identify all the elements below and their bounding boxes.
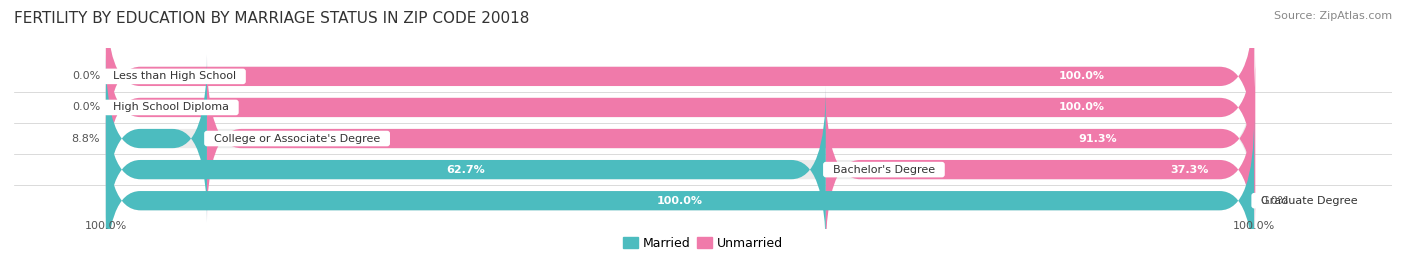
Text: 0.0%: 0.0% (72, 102, 100, 112)
Text: 100.0%: 100.0% (1059, 102, 1105, 112)
FancyBboxPatch shape (825, 86, 1254, 253)
FancyBboxPatch shape (105, 55, 1254, 222)
Text: Less than High School: Less than High School (105, 71, 243, 82)
FancyBboxPatch shape (105, 86, 825, 253)
Text: 100.0%: 100.0% (84, 221, 127, 231)
Text: FERTILITY BY EDUCATION BY MARRIAGE STATUS IN ZIP CODE 20018: FERTILITY BY EDUCATION BY MARRIAGE STATU… (14, 11, 530, 26)
Text: 8.8%: 8.8% (72, 133, 100, 144)
FancyBboxPatch shape (105, 117, 1254, 269)
Text: Graduate Degree: Graduate Degree (1254, 196, 1365, 206)
FancyBboxPatch shape (105, 55, 207, 222)
FancyBboxPatch shape (105, 24, 1254, 191)
FancyBboxPatch shape (207, 55, 1256, 222)
Text: 37.3%: 37.3% (1171, 165, 1209, 175)
Text: 100.0%: 100.0% (657, 196, 703, 206)
Text: 100.0%: 100.0% (1233, 221, 1275, 231)
Text: 62.7%: 62.7% (447, 165, 485, 175)
FancyBboxPatch shape (105, 117, 1254, 269)
FancyBboxPatch shape (105, 0, 1254, 160)
Text: College or Associate's Degree: College or Associate's Degree (207, 133, 387, 144)
Text: 100.0%: 100.0% (1059, 71, 1105, 82)
Legend: Married, Unmarried: Married, Unmarried (619, 232, 787, 255)
Text: High School Diploma: High School Diploma (105, 102, 236, 112)
FancyBboxPatch shape (105, 24, 1254, 191)
Text: 91.3%: 91.3% (1078, 133, 1118, 144)
Text: 0.0%: 0.0% (1260, 196, 1288, 206)
Text: Bachelor's Degree: Bachelor's Degree (825, 165, 942, 175)
Text: Source: ZipAtlas.com: Source: ZipAtlas.com (1274, 11, 1392, 21)
FancyBboxPatch shape (105, 0, 1254, 160)
FancyBboxPatch shape (105, 86, 1254, 253)
Text: 0.0%: 0.0% (72, 71, 100, 82)
